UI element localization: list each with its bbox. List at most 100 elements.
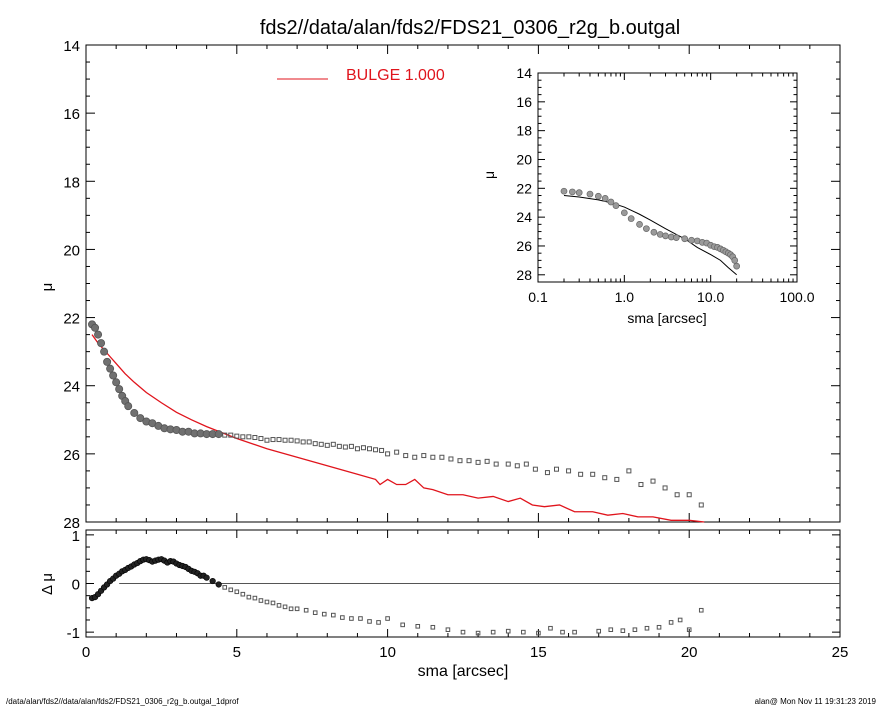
inset-data-point xyxy=(607,198,615,206)
residual-data-point xyxy=(321,611,327,617)
profile-data-point xyxy=(342,444,348,450)
residual-data-point xyxy=(490,629,496,635)
inset-y-tick-label: 20 xyxy=(516,151,532,167)
inset-data-point xyxy=(681,235,689,243)
residual-data-point xyxy=(430,624,436,630)
profile-data-point xyxy=(324,442,330,448)
x-tick-label: 5 xyxy=(233,644,241,661)
inset-data-point xyxy=(733,262,741,270)
profile-data-point xyxy=(100,347,109,356)
residual-data-point xyxy=(445,627,451,633)
inset-model-line xyxy=(563,195,737,276)
residual-data-point xyxy=(608,627,614,633)
profile-data-point xyxy=(336,443,342,449)
inset-y-tick-label: 18 xyxy=(516,123,532,139)
inset-data-point xyxy=(594,192,602,200)
residual-data-point xyxy=(270,600,276,606)
main-y-tick-label: 20 xyxy=(63,242,80,259)
inset-y-tick-label: 26 xyxy=(516,238,532,254)
inset-log-panel: 0.1 1.0 10.0 100.0 14 16 18 20 22 24 26 28 μ sma [arc… xyxy=(481,65,815,326)
inset-data-point xyxy=(575,189,583,196)
inset-data-point xyxy=(650,228,658,236)
profile-data-point xyxy=(234,433,240,439)
residual-data-point xyxy=(475,630,481,636)
x-tick-label: 15 xyxy=(530,644,547,661)
inset-data-point xyxy=(569,188,576,196)
inset-data-point xyxy=(620,209,628,217)
profile-data-point xyxy=(360,445,366,451)
residual-data-point xyxy=(228,587,234,593)
residual-data-point xyxy=(656,624,662,630)
profile-data-point xyxy=(532,466,538,472)
profile-data-point xyxy=(288,437,294,443)
residual-y-tick-label: 1 xyxy=(72,528,80,545)
profile-data-point xyxy=(553,466,559,472)
inset-data-point xyxy=(662,232,669,240)
inset-x-tick-label: 1.0 xyxy=(615,289,635,305)
profile-data-point xyxy=(252,435,258,441)
residual-data-point xyxy=(596,628,602,634)
inset-y-tick-label: 22 xyxy=(516,180,532,196)
inset-data-point xyxy=(643,225,650,233)
profile-data-point xyxy=(484,458,490,464)
profile-data-point xyxy=(94,330,103,339)
profile-data-point xyxy=(475,459,481,465)
residual-data-point xyxy=(572,629,577,635)
profile-data-point xyxy=(109,371,118,380)
profile-data-point xyxy=(448,456,454,462)
residual-data-point xyxy=(677,617,683,623)
profile-data-point xyxy=(318,441,324,447)
profile-data-point xyxy=(614,476,620,482)
profile-data-point xyxy=(514,463,520,469)
profile-data-point xyxy=(430,454,436,460)
residual-data-point xyxy=(644,625,650,631)
profile-data-point xyxy=(373,447,379,453)
profile-data-point xyxy=(294,438,300,444)
main-y-tick-label: 28 xyxy=(63,515,80,532)
residual-data-point xyxy=(505,628,511,634)
profile-data-point xyxy=(698,502,704,508)
inset-data-point xyxy=(612,202,620,209)
residual-data-point xyxy=(215,581,222,588)
profile-data-point xyxy=(421,453,427,459)
profile-data-point xyxy=(240,434,246,440)
inset-y-tick-label: 28 xyxy=(516,267,532,283)
main-y-tick-label: 24 xyxy=(63,379,80,396)
residual-data-point xyxy=(620,628,626,633)
residual-y-tick-label: 0 xyxy=(72,577,80,594)
profile-data-point xyxy=(466,458,472,464)
profile-data-point xyxy=(106,364,115,373)
residual-data-point xyxy=(415,624,421,629)
x-tick-label: 20 xyxy=(681,644,698,661)
x-tick-label: 25 xyxy=(832,644,849,661)
profile-data-point xyxy=(228,432,234,438)
inset-data-point xyxy=(560,187,568,195)
residual-data-point xyxy=(340,615,345,620)
residual-data-point xyxy=(349,616,354,621)
profile-data-point xyxy=(312,441,318,447)
residual-data-point xyxy=(632,627,638,633)
inset-x-tick-label: 0.1 xyxy=(528,289,548,305)
profile-data-point xyxy=(330,441,336,447)
main-y-axis-label: μ xyxy=(39,283,56,292)
main-profile-panel: 14 16 18 20 22 24 26 28 μ BULGE 1.000 xyxy=(39,38,841,532)
main-y-tick-label: 18 xyxy=(63,174,80,191)
profile-data-point xyxy=(222,432,228,438)
profile-data-point xyxy=(686,492,692,498)
inset-plot-frame xyxy=(537,72,798,283)
inset-x-tick-label: 10.0 xyxy=(697,289,724,305)
legend-label-bulge: BULGE 1.000 xyxy=(346,67,445,84)
residual-data-point xyxy=(521,629,526,635)
residual-data-point xyxy=(376,620,381,625)
residual-data-point xyxy=(288,606,294,612)
inset-data-point xyxy=(627,215,635,222)
residual-data-point xyxy=(358,616,363,621)
profile-data-point xyxy=(578,471,584,477)
profile-data-point xyxy=(97,339,106,348)
profile-data-point xyxy=(674,492,680,498)
residual-data-point xyxy=(460,629,466,635)
residual-y-tick-label: -1 xyxy=(67,625,80,642)
residual-data-point xyxy=(240,591,246,597)
